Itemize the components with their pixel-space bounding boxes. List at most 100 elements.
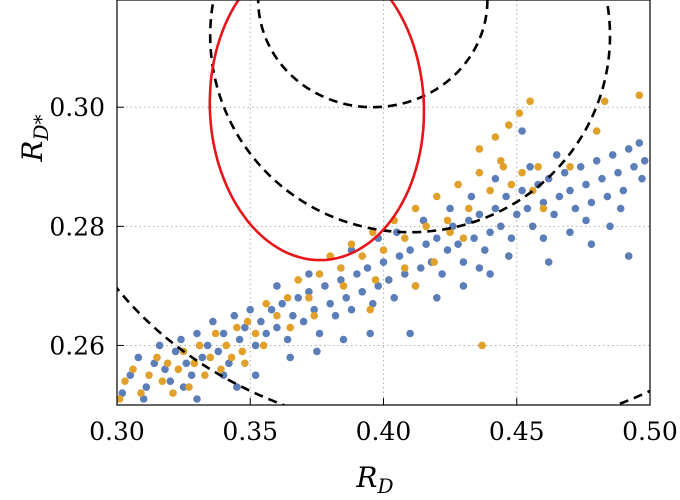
scatter-point — [251, 341, 260, 350]
scatter-point — [230, 311, 239, 320]
scatter-point — [401, 270, 409, 278]
scatter-point — [366, 329, 375, 338]
scatter-point — [486, 228, 494, 237]
scatter-point — [251, 329, 260, 338]
scatter-point — [235, 335, 244, 344]
scatter-point — [227, 353, 236, 362]
scatter-point — [117, 395, 124, 403]
scatter-point — [433, 192, 441, 201]
scatter-point — [339, 335, 348, 344]
x-tick-label: 0.50 — [622, 417, 678, 446]
scatter-point — [238, 347, 247, 356]
scatter-point — [243, 317, 252, 326]
scatter-point — [539, 234, 548, 242]
axis-ticks — [116, 106, 651, 405]
scatter-point — [337, 276, 345, 284]
scatter-point — [481, 246, 489, 254]
scatter-point — [619, 186, 628, 195]
scatter-point — [315, 270, 324, 278]
scatter-point — [499, 163, 508, 171]
scatter-point — [385, 276, 393, 284]
scatter-point — [251, 371, 260, 380]
scatter-point — [465, 204, 473, 213]
scatter-point — [182, 359, 191, 368]
scatter-point — [390, 294, 399, 302]
scatter-point — [592, 157, 601, 165]
scatter-point — [134, 353, 143, 362]
scatter-point — [166, 377, 175, 386]
scatter-point — [142, 383, 151, 391]
scatter-point — [600, 97, 609, 106]
scatter-point — [267, 305, 276, 314]
scatter-point — [459, 258, 468, 266]
scatter-point — [470, 234, 478, 242]
scatter-point — [310, 305, 319, 314]
scatter-point — [209, 317, 217, 326]
scatter-point — [422, 222, 430, 231]
scatter-point — [395, 252, 404, 260]
scatter-point — [513, 210, 521, 219]
scatter-point — [289, 311, 297, 320]
scatter-point — [193, 395, 201, 403]
scatter-point — [635, 139, 644, 147]
scatter-point — [624, 145, 633, 153]
scatter-point — [347, 305, 356, 314]
scatter-point — [654, 175, 662, 183]
scatter-point — [505, 252, 513, 260]
scatter-point — [550, 210, 558, 219]
scatter-point — [326, 299, 335, 308]
red-contour — [208, 0, 426, 262]
scatter-point — [286, 353, 295, 362]
scatter-point — [566, 163, 574, 171]
scatter-point — [339, 282, 348, 290]
scatter-point — [222, 341, 231, 350]
scatter-point — [393, 228, 401, 237]
scatter-point — [305, 270, 313, 278]
scatter-point — [475, 210, 484, 219]
dashed-contour-middle — [208, 0, 612, 234]
scatter-point — [374, 282, 383, 290]
scatter-point — [190, 359, 199, 368]
scatter-point — [497, 157, 505, 165]
scatter-point — [523, 204, 532, 213]
scatter-point — [211, 329, 220, 338]
scatter-point — [539, 198, 548, 207]
scatter-point — [363, 264, 372, 272]
scatter-point — [443, 216, 452, 225]
dashed-contours — [117, 0, 650, 405]
scatter-point — [406, 246, 414, 254]
scatter-point — [369, 299, 377, 308]
x-tick-label: 0.30 — [89, 417, 145, 446]
scatter-point — [576, 163, 585, 171]
scatter-point — [241, 359, 249, 368]
scatter-point — [587, 240, 596, 248]
scatter-point — [446, 204, 454, 213]
scatter-point — [640, 157, 649, 165]
scatter-point — [294, 294, 303, 302]
scatter-point — [286, 323, 295, 332]
scatter-point — [491, 204, 500, 213]
scatter-point — [417, 264, 425, 272]
scatter-point — [467, 192, 476, 201]
scatter-point — [406, 329, 414, 338]
scatter-point — [401, 234, 409, 242]
scatter-point — [233, 383, 241, 391]
scatter-point — [497, 222, 505, 231]
scatter-point — [257, 317, 265, 326]
scatter-point — [475, 145, 484, 153]
scatter-point — [379, 246, 388, 254]
scatter-point — [598, 174, 606, 183]
scatter-point — [315, 329, 324, 338]
scatter-point — [459, 234, 468, 242]
scatter-point — [278, 299, 287, 308]
scatter-point — [624, 252, 633, 260]
scatter-point — [515, 109, 524, 117]
scatter-point — [137, 389, 145, 397]
scatter-point — [614, 168, 622, 177]
scatter-point — [187, 371, 196, 380]
scatter-point — [475, 264, 484, 272]
scatter-point — [198, 353, 207, 362]
scatter-point — [552, 151, 561, 159]
scatter-point — [262, 329, 271, 338]
